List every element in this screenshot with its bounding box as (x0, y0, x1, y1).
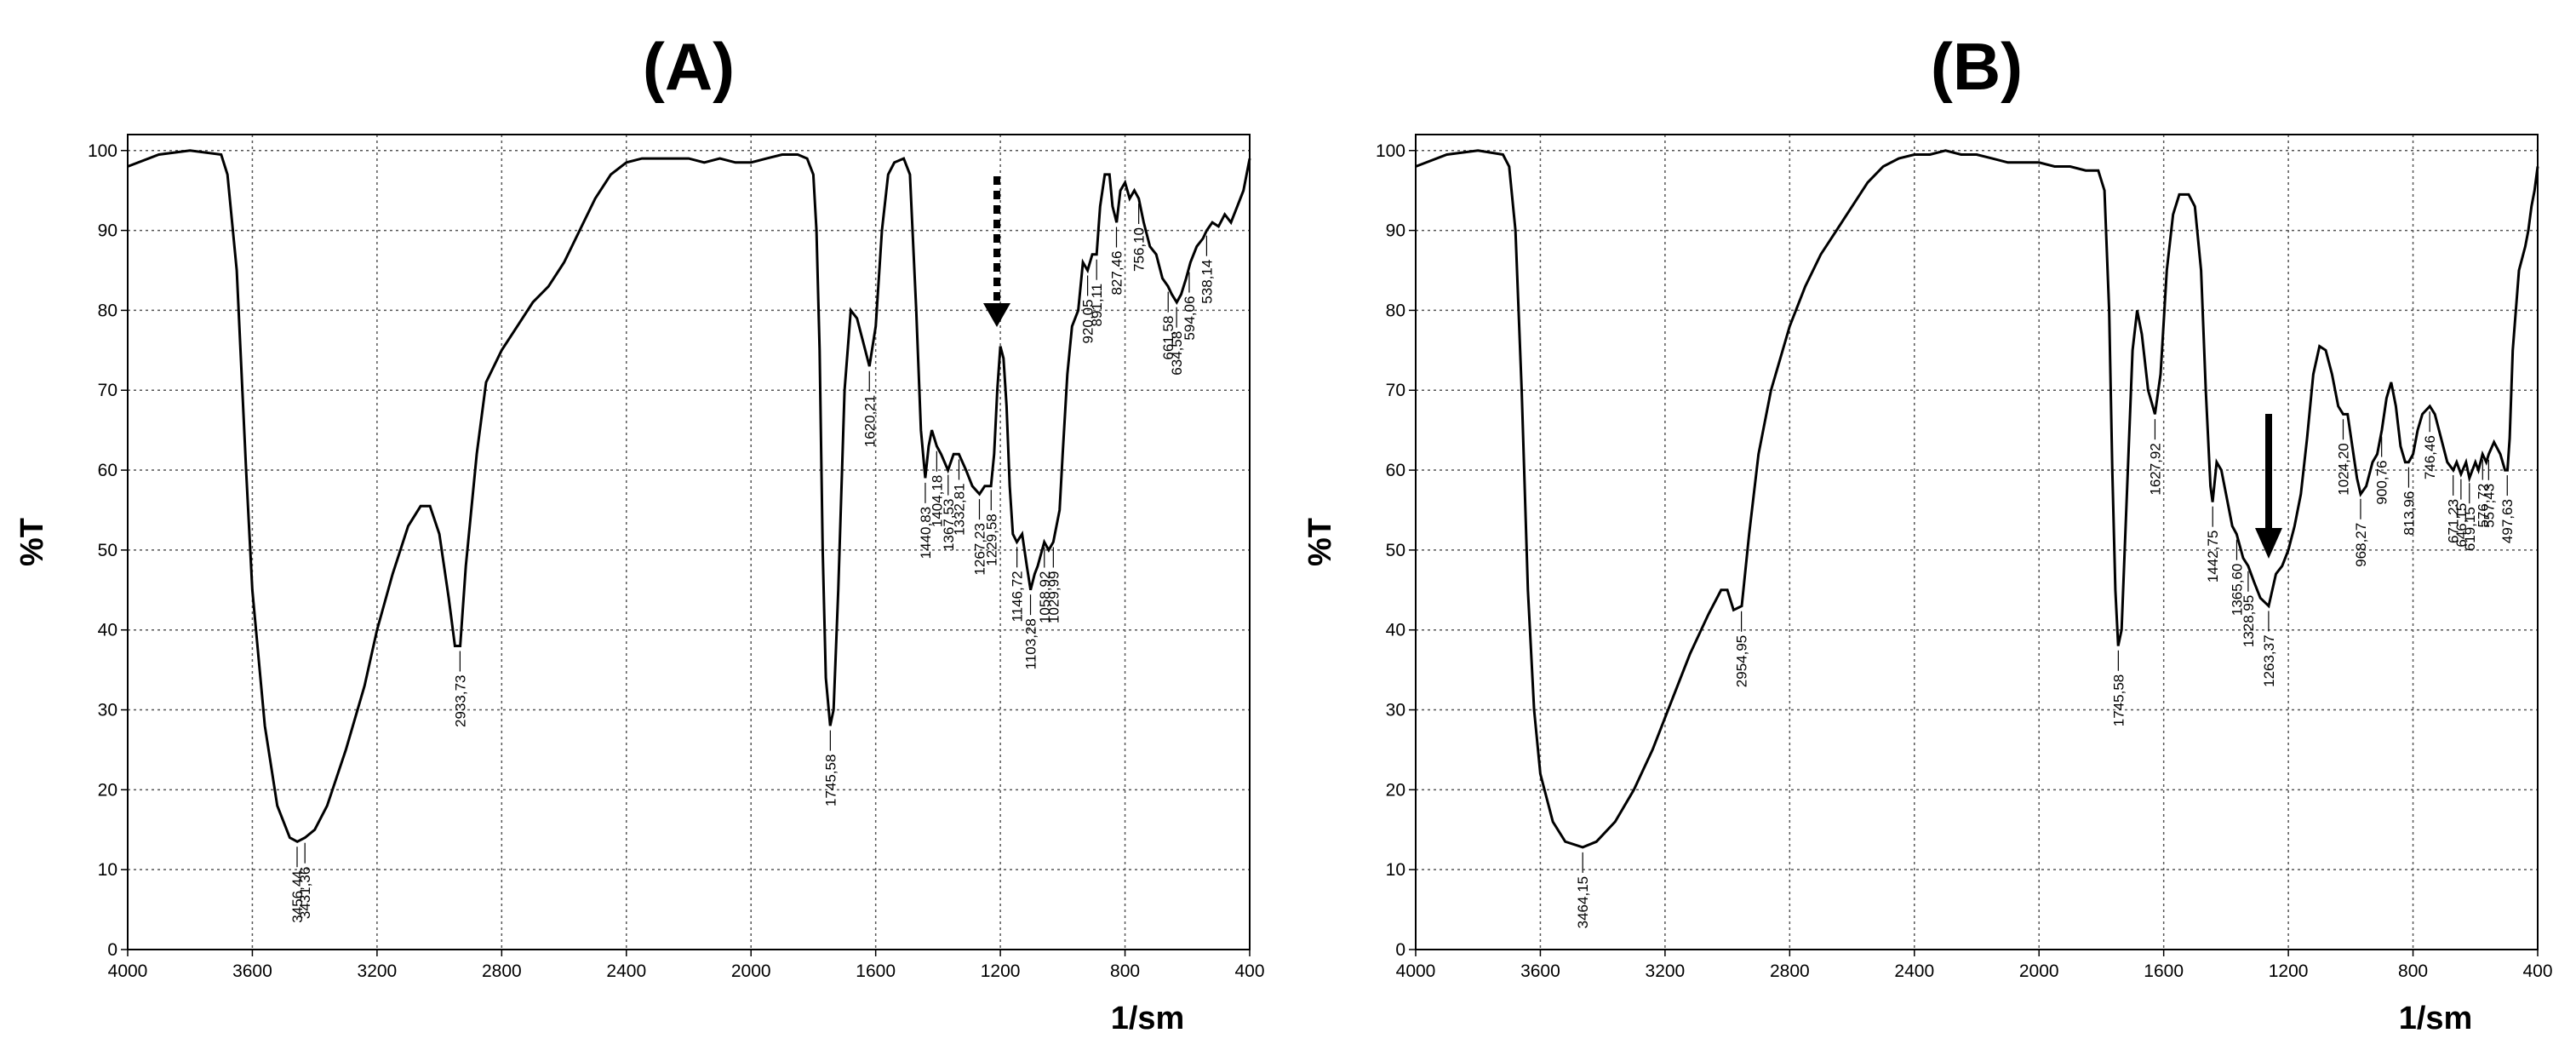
y-tick-label: 20 (98, 780, 117, 800)
x-tick-label: 2800 (1770, 961, 1810, 981)
peak-label: 1267,23 (971, 523, 987, 575)
peak-label: 827,46 (1109, 251, 1125, 296)
x-tick-label: 1600 (2144, 961, 2184, 981)
peak-label: 1404,18 (929, 475, 945, 527)
peak-label: 619,15 (2462, 507, 2478, 551)
peak-label: 1024,20 (2335, 443, 2351, 495)
y-tick-label: 90 (1386, 221, 1405, 241)
y-tick-label: 10 (1386, 860, 1405, 880)
plot-frame (1415, 134, 2539, 950)
y-tick-label: 100 (1376, 141, 1405, 161)
peak-label: 1620,21 (862, 395, 878, 447)
peak-label: 968,27 (2353, 523, 2369, 567)
y-tick-label: 60 (98, 461, 117, 480)
y-tick-label: 70 (98, 381, 117, 400)
x-axis-label: 1/sm (2399, 1001, 2473, 1036)
peak-label: 756,10 (1131, 227, 1148, 272)
x-tick-label: 2800 (482, 961, 522, 981)
peak-label: 1440,83 (918, 507, 934, 559)
x-tick-label: 1200 (981, 961, 1021, 981)
y-tick-label: 40 (1386, 621, 1405, 640)
plot-frame (127, 134, 1251, 950)
y-axis-label: %T (14, 518, 50, 566)
peak-label: 1103,28 (1023, 618, 1039, 669)
peak-label: 1442,75 (2205, 531, 2221, 583)
x-tick-label: 2400 (606, 961, 646, 981)
x-tick-label: 3600 (232, 961, 272, 981)
x-tick-label: 2000 (731, 961, 771, 981)
peak-label: 3431,36 (297, 867, 313, 919)
peak-label: 1229,58 (983, 514, 999, 565)
panel-a: (A) 1/sm %T 0 10 20 30 40 50 60 70 80 90 100 4000 3600 3… (14, 29, 1265, 1036)
panel-b: (B) 1/sm %T 0 10 20 30 40 50 60 70 80 90 100 4000 3600 3… (1302, 29, 2553, 1036)
peak-label: 646,15 (2453, 503, 2470, 548)
x-tick-label: 2000 (2019, 961, 2059, 981)
peak-label: 920,05 (1080, 299, 1096, 343)
y-tick-label: 0 (107, 940, 117, 960)
x-axis-label: 1/sm (1111, 1001, 1185, 1036)
y-tick-label: 90 (98, 221, 117, 241)
peak-label: 576,72 (2475, 484, 2491, 528)
peak-label: 634,58 (1169, 331, 1185, 376)
peak-label: 2933,73 (452, 674, 468, 726)
peak-label: 1058,92 (1037, 571, 1053, 623)
y-tick-label: 70 (1386, 381, 1405, 400)
peak-label: 900,76 (2374, 461, 2390, 505)
peak-label: 2954,95 (1734, 635, 1750, 687)
peak-label: 3456,44 (289, 870, 306, 922)
y-tick-label: 100 (88, 141, 117, 161)
peak-label: 1745,58 (822, 755, 839, 806)
spectrum-line (1415, 149, 2539, 849)
x-tick-label: 800 (2398, 961, 2428, 981)
y-tick-label: 40 (98, 621, 117, 640)
chart-title: (A) (643, 29, 735, 104)
peak-label: 746,46 (2422, 435, 2438, 479)
peak-label: 497,63 (2499, 499, 2516, 543)
x-tick-label: 400 (2522, 961, 2552, 981)
peak-label: 594,06 (1182, 296, 1198, 341)
arrow-head (2255, 528, 2282, 559)
arrow-head (983, 303, 1010, 327)
peak-label: 813,96 (2401, 491, 2417, 536)
peak-label: 1263,37 (2261, 634, 2277, 686)
spectrum-line (127, 149, 1251, 843)
peak-label: 1328,95 (2241, 595, 2257, 647)
peak-label: 1365,60 (2229, 564, 2245, 616)
peak-label: 671,23 (2446, 499, 2462, 543)
y-tick-label: 30 (98, 701, 117, 720)
y-tick-label: 30 (1386, 701, 1405, 720)
peak-label: 1146,72 (1010, 571, 1026, 622)
y-tick-label: 20 (1386, 780, 1405, 800)
y-tick-label: 10 (98, 860, 117, 880)
y-axis-label: %T (1302, 518, 1338, 566)
y-tick-label: 80 (98, 301, 117, 320)
x-tick-label: 3600 (1520, 961, 1560, 981)
x-tick-label: 400 (1234, 961, 1264, 981)
x-tick-label: 3200 (1646, 961, 1686, 981)
chart-title: (B) (1931, 29, 2023, 104)
x-tick-label: 4000 (108, 961, 148, 981)
peak-label: 661,58 (1160, 316, 1176, 360)
peak-label: 891,11 (1089, 284, 1105, 327)
y-tick-label: 50 (1386, 541, 1405, 560)
x-tick-label: 4000 (1396, 961, 1436, 981)
peak-label: 1367,53 (941, 499, 957, 551)
peak-label: 1745,58 (2110, 674, 2127, 726)
peak-label: 538,14 (1199, 260, 1215, 304)
peak-label: 3464,15 (1575, 876, 1591, 928)
x-tick-label: 1600 (856, 961, 896, 981)
x-tick-label: 3200 (358, 961, 398, 981)
peak-label: 1332,81 (951, 483, 967, 535)
y-tick-label: 60 (1386, 461, 1405, 480)
peak-label: 1029,99 (1045, 571, 1062, 623)
peak-label: 1627,92 (2147, 443, 2163, 495)
y-tick-label: 50 (98, 541, 117, 560)
y-tick-label: 0 (1395, 940, 1405, 960)
peak-label: 557,43 (2481, 484, 2497, 528)
x-tick-label: 2400 (1894, 961, 1934, 981)
x-tick-label: 800 (1110, 961, 1140, 981)
x-tick-label: 1200 (2269, 961, 2309, 981)
y-tick-label: 80 (1386, 301, 1405, 320)
